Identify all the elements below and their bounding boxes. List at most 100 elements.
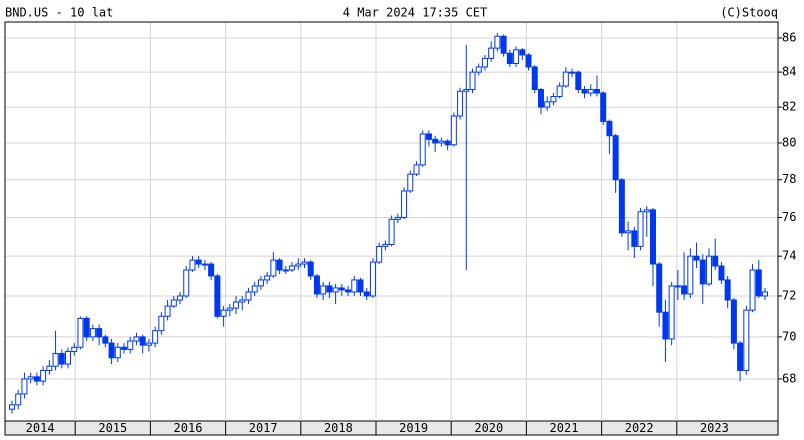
candle-up: [401, 190, 408, 218]
candle-up: [320, 285, 327, 295]
candle-down: [326, 285, 333, 293]
candle-up: [544, 101, 551, 108]
candle-down: [681, 285, 688, 295]
x-tick-label: 2014: [26, 421, 55, 435]
candle-up: [762, 291, 768, 297]
candle-up: [488, 47, 495, 59]
candle-down: [363, 291, 370, 297]
candle-down: [96, 328, 103, 338]
candle-up: [27, 376, 34, 380]
candle-down: [662, 311, 669, 340]
candle-up: [388, 218, 395, 245]
credit: (C)Stooq: [720, 6, 778, 20]
candle-up: [270, 259, 277, 277]
candle-up: [71, 346, 78, 352]
candle-down: [581, 89, 588, 94]
candle-up: [687, 255, 694, 295]
candle-up: [15, 393, 22, 406]
candle-up: [226, 307, 233, 311]
candle-up: [587, 89, 594, 94]
candle-up: [625, 230, 632, 234]
candle-up: [637, 211, 644, 247]
x-tick-label: 2023: [700, 421, 729, 435]
candle-down: [525, 54, 532, 68]
candle-down: [718, 265, 725, 281]
candle-down: [649, 209, 656, 265]
candle-down: [313, 275, 320, 295]
x-tick-label: 2017: [249, 421, 278, 435]
candle-up: [301, 261, 308, 265]
candle-up: [643, 209, 650, 213]
candle-up: [21, 378, 28, 395]
y-tick-label: 78: [782, 172, 796, 186]
candle-down: [444, 140, 451, 146]
candle-up: [9, 404, 15, 410]
candle-up: [413, 164, 420, 175]
candle-down: [737, 342, 744, 371]
candle-up: [457, 90, 464, 117]
candle-down: [506, 52, 513, 65]
y-tick-label: 80: [782, 135, 796, 149]
candle-down: [121, 346, 128, 350]
candle-up: [201, 263, 208, 266]
candle-up: [351, 279, 358, 293]
candle-down: [724, 279, 731, 301]
y-tick-label: 74: [782, 249, 796, 263]
candle-up: [419, 133, 426, 166]
candle-down: [612, 135, 619, 181]
candle-up: [164, 305, 171, 317]
chart-title: BND.US - 10 lat: [5, 6, 113, 20]
candle-up: [158, 315, 165, 332]
candle-up: [127, 340, 134, 350]
candle-up: [438, 140, 445, 144]
candle-down: [139, 336, 146, 346]
candle-up: [220, 309, 227, 317]
candle-up: [251, 285, 258, 293]
candle-down: [693, 255, 700, 261]
candle-up: [170, 299, 177, 307]
candle-up: [233, 301, 240, 309]
candle-up: [52, 353, 59, 367]
candle-down: [307, 261, 314, 277]
candle-down: [656, 263, 663, 313]
candle-down: [83, 317, 90, 338]
candle-down: [618, 179, 625, 234]
y-tick-label: 68: [782, 371, 796, 385]
candle-down: [214, 275, 221, 317]
candle-up: [239, 299, 246, 303]
candle-up: [450, 115, 457, 146]
candle-down: [338, 287, 345, 291]
candle-up: [332, 287, 339, 293]
candle-down: [33, 376, 40, 382]
candle-down: [712, 255, 719, 267]
x-tick-label: 2021: [550, 421, 579, 435]
candle-up: [65, 350, 72, 365]
y-tick-label: 72: [782, 288, 796, 302]
candle-up: [494, 35, 501, 49]
candle-up: [77, 317, 84, 348]
candle-down: [755, 269, 762, 297]
y-tick-label: 86: [782, 30, 796, 44]
candle-up: [569, 71, 576, 74]
candle-down: [432, 138, 439, 144]
x-tick-label: 2020: [474, 421, 503, 435]
candle-down: [102, 336, 109, 344]
candle-up: [382, 243, 389, 247]
x-tick-label: 2022: [625, 421, 654, 435]
candle-down: [730, 299, 737, 344]
candle-up: [245, 291, 252, 301]
candle-down: [575, 71, 582, 91]
candle-up: [177, 295, 184, 301]
candle-up: [407, 173, 414, 192]
candle-up: [463, 89, 470, 92]
candle-up: [145, 342, 152, 346]
candle-down: [425, 133, 432, 140]
candle-up: [556, 85, 563, 98]
candle-up: [133, 336, 140, 342]
candle-up: [46, 365, 53, 371]
candle-up: [475, 66, 482, 73]
candle-up: [743, 309, 750, 371]
candle-up: [394, 216, 401, 220]
candle-up: [89, 328, 96, 338]
